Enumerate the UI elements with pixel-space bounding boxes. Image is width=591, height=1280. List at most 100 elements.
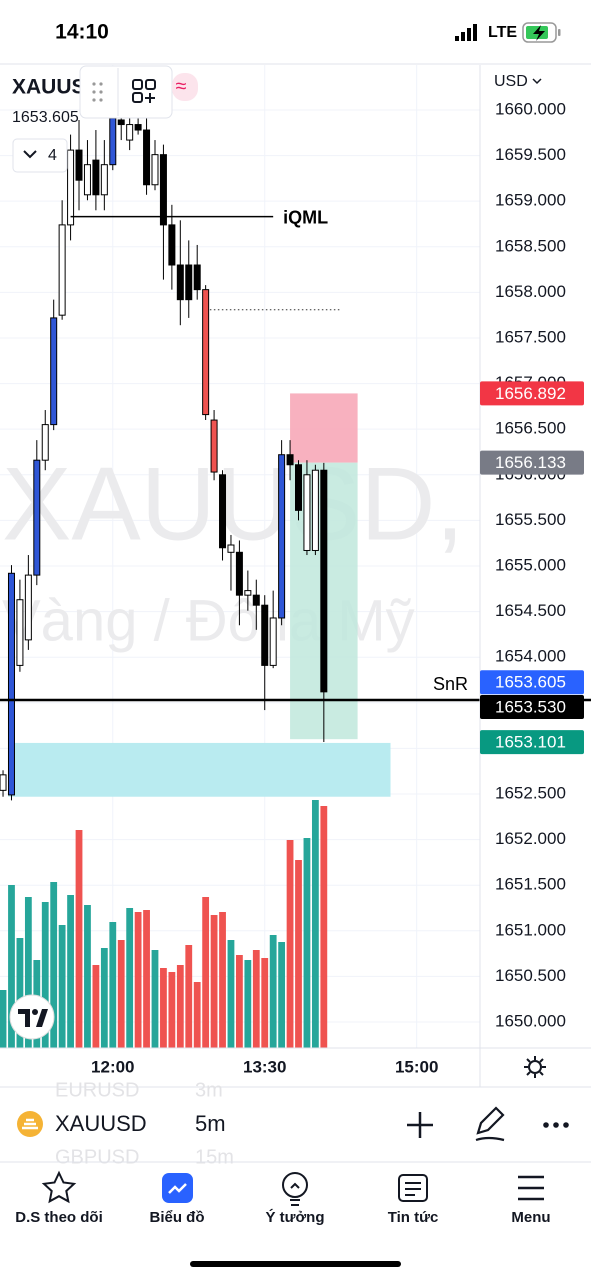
home-indicator xyxy=(190,1261,401,1267)
candle-body xyxy=(33,459,41,576)
x-tick-label: 12:00 xyxy=(91,1057,134,1076)
candle-body xyxy=(244,590,252,596)
y-tick-label: 1652.500 xyxy=(495,783,566,802)
annotation-label: iQML xyxy=(283,207,328,227)
y-tick-label: 1652.000 xyxy=(495,829,566,848)
candle-body xyxy=(0,774,7,791)
currency-selector[interactable]: USD xyxy=(494,73,528,90)
volume-bar xyxy=(311,800,319,1048)
volume-bar xyxy=(219,912,226,1048)
candle-body xyxy=(117,119,125,126)
indicators-toggle[interactable]: 4 xyxy=(12,138,68,173)
y-tick-label: 1660.000 xyxy=(495,99,566,118)
y-tick-label: 1659.000 xyxy=(495,191,566,210)
tab-label[interactable]: Tin tức xyxy=(388,1209,439,1226)
price-tag-label: 1653.530 xyxy=(495,698,566,717)
tab-label[interactable]: Menu xyxy=(511,1209,550,1226)
price-tag xyxy=(480,670,584,695)
toolbar[interactable] xyxy=(79,65,173,119)
volume-bar xyxy=(134,912,142,1048)
battery-icon xyxy=(522,22,561,43)
candle-body xyxy=(16,599,24,666)
volume-bar xyxy=(252,950,260,1048)
candle-body xyxy=(24,574,32,641)
volume-bar xyxy=(160,968,167,1048)
y-tick-label: 1654.500 xyxy=(495,601,566,620)
candle-body xyxy=(261,604,269,666)
status-time: 14:10 xyxy=(55,21,109,44)
y-tick-label: 1656.500 xyxy=(495,419,566,438)
chart-icon xyxy=(162,1173,193,1203)
candle-body xyxy=(311,469,319,551)
candle-body xyxy=(50,317,58,426)
volume-bar xyxy=(168,972,176,1048)
add-button[interactable] xyxy=(407,1112,433,1138)
y-tick-label: 1650.000 xyxy=(495,1011,566,1030)
y-tick-label: 1651.500 xyxy=(495,875,566,894)
candle-body xyxy=(41,424,49,461)
signal-icon xyxy=(455,24,477,41)
volume-bar xyxy=(210,915,218,1048)
header-symbol: XAUUSD xyxy=(12,76,101,99)
currency-caret xyxy=(532,78,542,85)
candle-body xyxy=(143,129,151,186)
volume-bar xyxy=(84,905,91,1048)
candle-body xyxy=(176,264,184,301)
price-tag xyxy=(480,730,584,755)
svg-text:≈: ≈ xyxy=(176,75,187,97)
candle-body xyxy=(75,149,83,181)
tab-label[interactable]: Biểu đồ xyxy=(150,1209,205,1226)
faded-interval: 15m xyxy=(195,1146,234,1168)
volume-bar xyxy=(269,935,277,1048)
price-tag-label: 1653.605 xyxy=(495,673,566,692)
volume-bar xyxy=(126,908,134,1048)
volume-bar xyxy=(117,940,125,1048)
symbol-name[interactable]: XAUUSD xyxy=(55,1111,147,1136)
candle-body xyxy=(100,164,108,196)
volume-bar xyxy=(303,838,311,1048)
y-tick-label: 1658.000 xyxy=(495,282,566,301)
interval[interactable]: 5m xyxy=(195,1111,226,1136)
price-tag-label: 1656.133 xyxy=(495,453,566,472)
price-tag xyxy=(480,381,584,406)
volume-bar xyxy=(50,882,58,1048)
settings-icon[interactable] xyxy=(524,1056,546,1078)
x-tick-label: 15:00 xyxy=(395,1057,438,1076)
more-button[interactable] xyxy=(543,1122,569,1128)
draw-button[interactable] xyxy=(475,1106,505,1142)
volume-bar xyxy=(278,942,286,1048)
tab-label[interactable]: D.S theo dõi xyxy=(15,1209,103,1226)
volume-bar xyxy=(41,902,49,1048)
volume-bar xyxy=(151,950,159,1048)
volume-bar xyxy=(8,885,15,1048)
network-label: LTE xyxy=(488,24,517,41)
y-tick-label: 1650.500 xyxy=(495,966,566,985)
price-tag-label: 1653.101 xyxy=(495,733,566,752)
watchlist-icon xyxy=(41,1170,77,1204)
header-price: 1653.605 xyxy=(12,109,79,126)
price-tag-label: 1656.892 xyxy=(495,384,566,403)
y-tick-label: 1659.500 xyxy=(495,145,566,164)
tab-label[interactable]: Ý tưởng xyxy=(265,1208,324,1226)
news-icon xyxy=(398,1174,428,1202)
stop-zone xyxy=(290,393,358,463)
volume-bar xyxy=(236,955,243,1048)
volume-bar xyxy=(143,910,150,1048)
volume-bar xyxy=(261,958,269,1048)
candle-body xyxy=(193,264,201,291)
tab-bar: D.S theo dõi Biểu đồ Ý tưởng Tin tức Menu xyxy=(15,1208,550,1226)
x-tick-label: 13:30 xyxy=(243,1057,286,1076)
volume-bar xyxy=(100,948,108,1048)
indicator-badge[interactable]: ≈ xyxy=(172,73,198,101)
candle-body xyxy=(151,154,159,186)
plot-area: XAUUSD, 5 Vàng / Đô la Mỹ xyxy=(0,65,480,1048)
candle-body xyxy=(252,594,260,606)
volume-bar xyxy=(227,940,235,1048)
volume-bar xyxy=(75,830,83,1048)
tv-logo xyxy=(9,994,55,1040)
candle-body xyxy=(320,469,328,693)
candle-body xyxy=(67,149,75,226)
volume-bar xyxy=(109,922,117,1048)
candle-body xyxy=(286,454,294,466)
